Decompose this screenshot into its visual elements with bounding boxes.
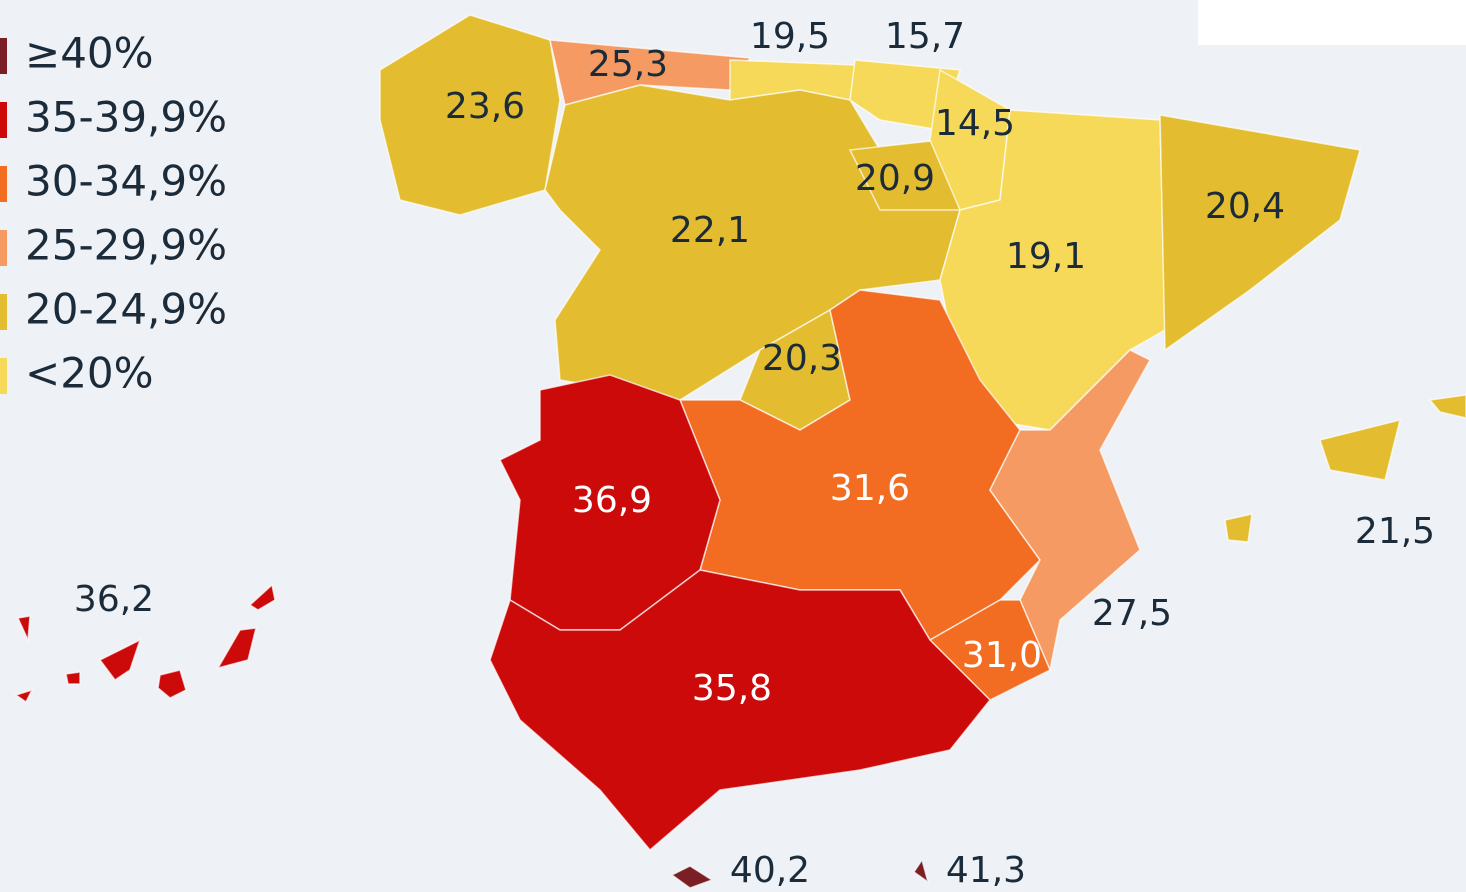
region-value: 19,5 <box>750 16 830 57</box>
canary-4 <box>98 638 142 682</box>
ibiza <box>1224 513 1253 543</box>
legend-label: 35-39,9% <box>25 93 227 142</box>
legend-label: ≥40% <box>25 29 154 78</box>
canary-5 <box>157 669 187 699</box>
canary-1 <box>16 615 31 643</box>
region-value: 31,0 <box>962 635 1042 676</box>
region-value: 36,2 <box>74 579 154 620</box>
canary-2 <box>14 688 34 704</box>
region-value: 25,3 <box>588 44 668 85</box>
canary-6 <box>216 627 257 670</box>
melilla <box>912 858 930 884</box>
region-value: 20,3 <box>762 338 842 379</box>
regions <box>14 14 1466 889</box>
menorca <box>1428 394 1466 419</box>
legend-swatch <box>0 38 7 74</box>
murcia <box>928 599 1051 701</box>
legend-swatch <box>0 102 7 138</box>
legend-swatch <box>0 230 7 266</box>
region-value: 22,1 <box>670 210 750 251</box>
legend-label: 25-29,9% <box>25 221 227 270</box>
catalonia <box>1159 114 1361 352</box>
region-value: 15,7 <box>885 16 965 57</box>
region-value: 20,9 <box>855 158 935 199</box>
canary-7 <box>248 583 276 611</box>
region-value: 23,6 <box>445 86 525 127</box>
region-value: 27,5 <box>1092 593 1172 634</box>
region-value: 20,4 <box>1205 186 1285 227</box>
mallorca <box>1319 418 1402 481</box>
region-value: 40,2 <box>730 850 810 891</box>
ceuta <box>670 865 714 889</box>
info-box <box>1198 0 1466 45</box>
asturias <box>549 39 752 106</box>
canary-3 <box>65 671 81 685</box>
region-value: 31,6 <box>830 468 910 509</box>
legend-swatch <box>0 294 7 330</box>
region-value: 35,8 <box>692 668 772 709</box>
region-value: 14,5 <box>935 103 1015 144</box>
legend-swatch <box>0 358 7 394</box>
region-value: 41,3 <box>946 850 1026 891</box>
legend-label: <20% <box>25 349 154 398</box>
legend-swatch <box>0 166 7 202</box>
andalusia <box>489 569 992 852</box>
legend-label: 20-24,9% <box>25 285 227 334</box>
region-value: 21,5 <box>1355 511 1435 552</box>
region-value: 19,1 <box>1006 236 1086 277</box>
region-value: 36,9 <box>572 480 652 521</box>
basque-country <box>849 59 962 131</box>
legend-label: 30-34,9% <box>25 157 227 206</box>
